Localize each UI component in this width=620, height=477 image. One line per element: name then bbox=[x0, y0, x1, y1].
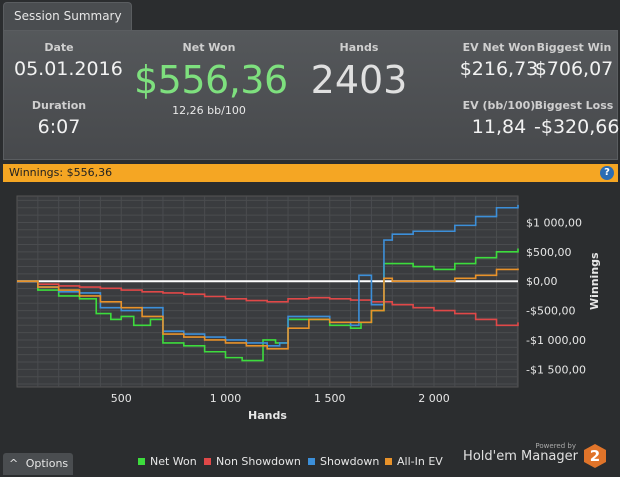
hands-value: 2403 bbox=[310, 58, 408, 102]
grid-lines bbox=[17, 196, 518, 387]
legend-swatch bbox=[204, 458, 211, 465]
date-stat: Date 05.01.2016 bbox=[14, 41, 123, 80]
duration-stat: Duration 6:07 bbox=[14, 99, 104, 138]
net-won-stat: Net Won $556,36 12,26 bb/100 bbox=[134, 41, 288, 117]
ev-bb-stat: EV (bb/100) 11,84 bbox=[459, 99, 539, 138]
hands-label: Hands bbox=[339, 41, 379, 54]
legend-net-won[interactable]: Net Won bbox=[138, 455, 197, 468]
brand-name: Hold'em Manager bbox=[463, 449, 578, 464]
x-tick-label: 2 000 bbox=[418, 392, 450, 405]
ev-net-won-value: $216,73 bbox=[459, 58, 539, 80]
x-axis-label: Hands bbox=[248, 409, 287, 422]
legend-label: Non Showdown bbox=[216, 455, 301, 468]
tab-bar: Session Summary bbox=[0, 0, 620, 30]
series-line-showdown bbox=[17, 204, 519, 347]
options-label: Options bbox=[25, 457, 69, 470]
chevron-up-icon: ^ bbox=[9, 457, 19, 470]
options-button[interactable]: ^ Options bbox=[3, 453, 73, 475]
help-icon[interactable]: ? bbox=[600, 166, 614, 180]
net-won-bb: 12,26 bb/100 bbox=[172, 104, 246, 117]
legend-label: Net Won bbox=[150, 455, 197, 468]
series-line-net-won bbox=[17, 248, 519, 362]
y-tick-label: $0,00 bbox=[526, 275, 558, 288]
y-axis-label: Winnings bbox=[588, 252, 601, 310]
winnings-bar: Winnings: $556,36 ? bbox=[3, 164, 618, 182]
legend-non-showdown[interactable]: Non Showdown bbox=[204, 455, 301, 468]
biggest-win-value: $706,07 bbox=[534, 58, 614, 80]
date-value: 05.01.2016 bbox=[14, 58, 123, 80]
ev-bb-value: 11,84 bbox=[471, 116, 527, 138]
x-tick-label: 500 bbox=[111, 392, 132, 405]
biggest-win-stat: Biggest Win $706,07 bbox=[534, 41, 614, 80]
series-lines bbox=[17, 204, 519, 362]
chart-svg: 500 1 000 1 500 2 000 $1 000,00 $500,00 $0,00 -… bbox=[16, 195, 601, 422]
tab-session-summary[interactable]: Session Summary bbox=[3, 2, 132, 30]
winnings-chart: 500 1 000 1 500 2 000 $1 000,00 $500,00 $0,00 -… bbox=[3, 182, 618, 452]
date-label: Date bbox=[44, 41, 74, 54]
y-tick-label: $500,00 bbox=[526, 246, 572, 259]
duration-value: 6:07 bbox=[37, 116, 81, 138]
legend-all-in-ev[interactable]: All-In EV bbox=[385, 455, 443, 468]
brand-block: Powered by Hold'em Manager 2 bbox=[463, 442, 606, 468]
legend-swatch bbox=[385, 458, 392, 465]
legend-swatch bbox=[138, 458, 145, 465]
summary-panel: Date 05.01.2016 Duration 6:07 Net Won $5… bbox=[3, 30, 620, 160]
x-tick-label: 1 500 bbox=[314, 392, 346, 405]
duration-label: Duration bbox=[31, 99, 87, 112]
biggest-loss-stat: Biggest Loss -$320,66 bbox=[534, 99, 620, 138]
biggest-loss-label: Biggest Loss bbox=[534, 99, 614, 112]
hands-stat: Hands 2403 bbox=[304, 41, 414, 102]
legend-label: All-In EV bbox=[397, 455, 443, 468]
series-line-non-showdown bbox=[17, 280, 519, 327]
legend-showdown[interactable]: Showdown bbox=[308, 455, 379, 468]
biggest-win-label: Biggest Win bbox=[536, 41, 612, 54]
powered-by-text: Powered by bbox=[535, 442, 576, 450]
y-tick-label: $1 000,00 bbox=[526, 216, 582, 229]
y-tick-label: -$1 500,00 bbox=[526, 363, 586, 376]
legend-label: Showdown bbox=[320, 455, 380, 468]
net-won-value: $556,36 bbox=[134, 58, 288, 102]
net-won-label: Net Won bbox=[182, 41, 236, 54]
series-line-all-in-ev bbox=[17, 268, 519, 350]
winnings-label: Winnings: $556,36 bbox=[9, 166, 113, 179]
bottom-bar: ^ Options Net Won Non Showdown Showdown … bbox=[0, 442, 620, 477]
ev-net-won-stat: EV Net Won $216,73 bbox=[459, 41, 539, 80]
x-tick-label: 1 000 bbox=[210, 392, 242, 405]
ev-bb-label: EV (bb/100) bbox=[462, 99, 536, 112]
legend-swatch bbox=[308, 458, 315, 465]
y-tick-label: -$1 000,00 bbox=[526, 334, 586, 347]
hm2-logo-icon: 2 bbox=[584, 444, 606, 468]
y-tick-label: -$500,00 bbox=[526, 305, 575, 318]
biggest-loss-value: -$320,66 bbox=[534, 116, 620, 138]
ev-net-won-label: EV Net Won bbox=[462, 41, 536, 54]
